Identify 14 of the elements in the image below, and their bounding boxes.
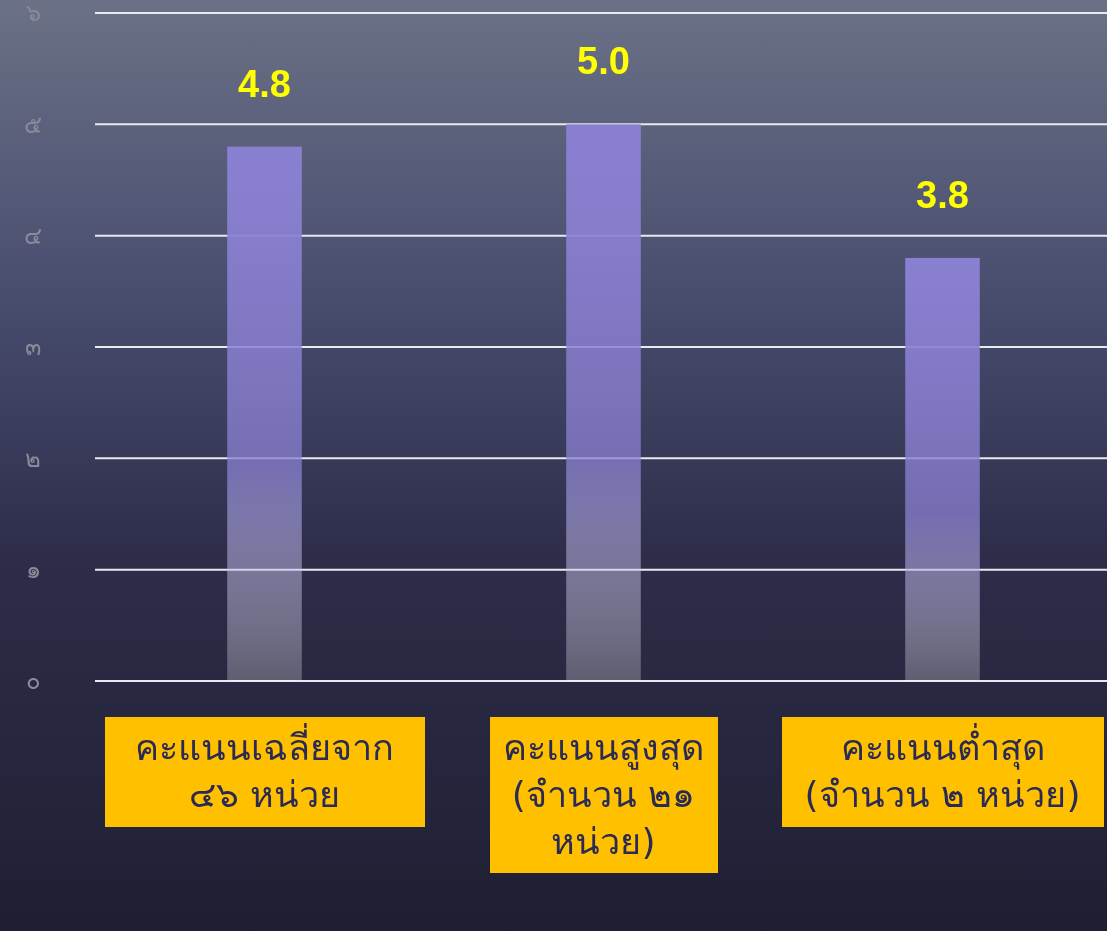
y-tick-label: ๔ — [24, 221, 42, 249]
bar — [227, 146, 302, 681]
y-tick-label: ๑ — [25, 555, 41, 583]
bar — [905, 257, 980, 681]
data-label: 4.8 — [238, 62, 291, 105]
x-tick-label: คะแนนต่ำสุด (จำนวน ๒ หน่วย) — [781, 717, 1104, 827]
bar — [566, 124, 641, 681]
data-label: 5.0 — [577, 40, 630, 83]
x-tick-label: คะแนนเฉลี่ยจาก ๔๖ หน่วย — [104, 717, 425, 827]
data-label: 3.8 — [916, 173, 969, 216]
y-tick-label: ๒ — [25, 444, 41, 472]
x-tick-label: คะแนนสูงสุด (จำนวน ๒๑ หน่วย) — [489, 717, 718, 874]
y-tick-label: ๓ — [25, 333, 41, 361]
y-tick-label: ๐ — [25, 667, 41, 695]
